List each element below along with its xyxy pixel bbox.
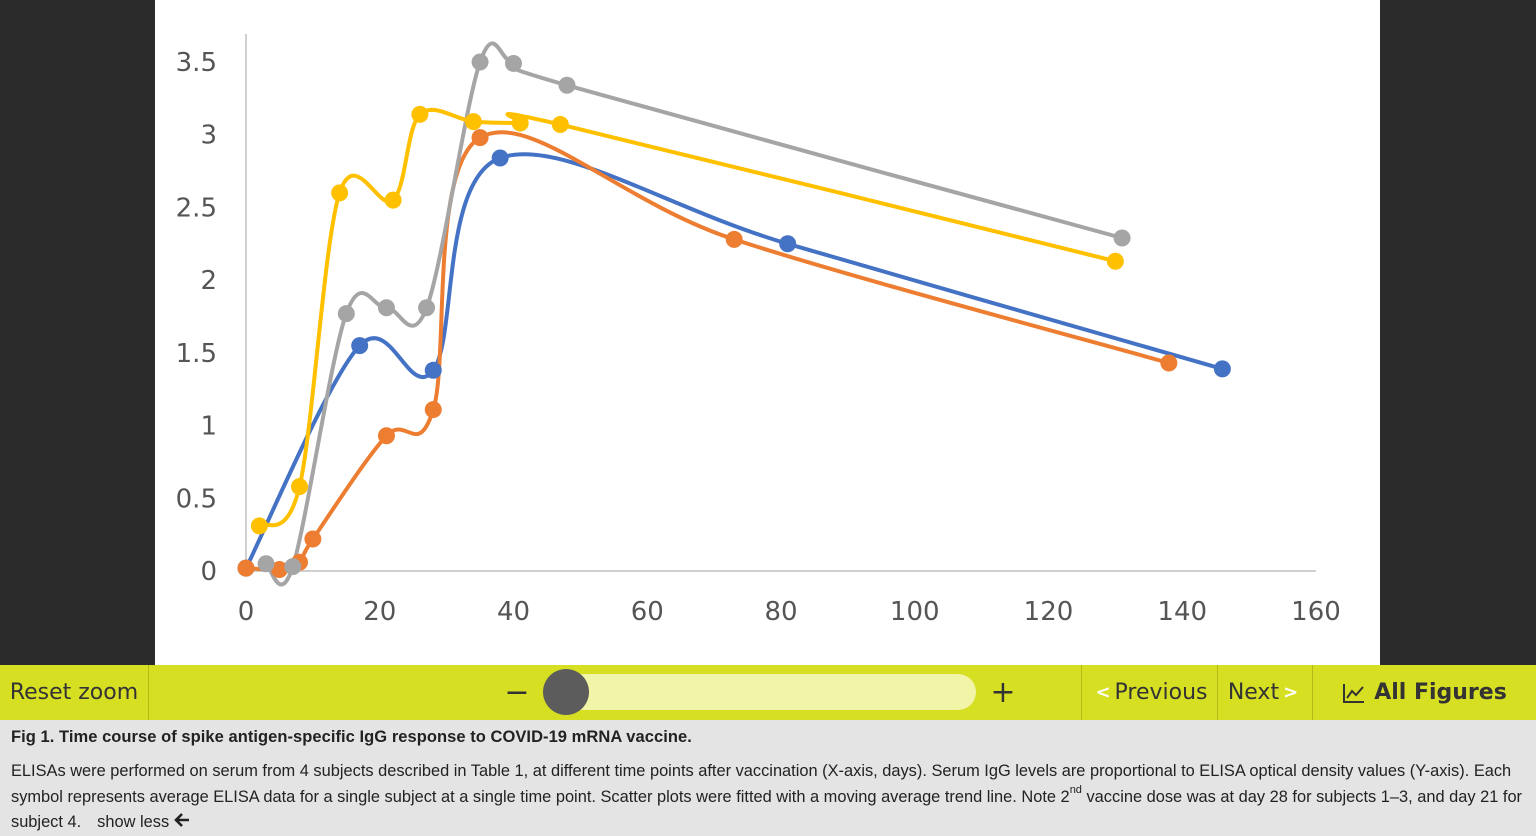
series-4-data-point xyxy=(384,191,402,209)
series-1-data-point xyxy=(351,337,369,355)
figure-panel: 0 20 40 60 80 100 120 140 160 0 0.5 1 1.5 2 2.5 3 3.5 xyxy=(155,0,1380,665)
x-tick-label: 40 xyxy=(497,597,530,627)
series-1-data-point xyxy=(424,361,442,379)
series-2-data-point xyxy=(270,561,288,579)
series-2-data-point xyxy=(725,230,743,248)
series-3-data-point xyxy=(471,53,489,71)
figure-viewer: 0 20 40 60 80 100 120 140 160 0 0.5 1 1.5 2 2.5 3 3.5 xyxy=(155,0,1380,665)
x-tick-label: 60 xyxy=(631,597,664,627)
series-2-data-point xyxy=(377,427,395,445)
caption-text: , at different time points after vaccina… xyxy=(11,762,1512,806)
zoom-slider-track[interactable] xyxy=(548,674,976,710)
series-4-data-point xyxy=(411,105,429,123)
series-4-data-point xyxy=(331,184,349,202)
series-2-data-point xyxy=(424,401,442,419)
series-2-data-point xyxy=(237,559,255,577)
series-4-trend-line xyxy=(257,107,1118,528)
series-4-data-point xyxy=(1106,252,1124,270)
show-less-link[interactable]: show less xyxy=(97,813,190,831)
x-tick-label: 160 xyxy=(1291,597,1341,627)
series-3-data-point xyxy=(505,54,522,72)
caption-body: ELISAs were performed on serum from 4 su… xyxy=(11,759,1526,836)
ig-g-time-course-chart: 0 20 40 60 80 100 120 140 160 0 0.5 1 1.5 2 2.5 3 3.5 xyxy=(176,34,1341,627)
y-tick-label: 2.5 xyxy=(176,193,217,223)
divider xyxy=(148,665,149,720)
series-3-trend-line xyxy=(264,41,1125,587)
x-tick-label: 100 xyxy=(890,597,940,627)
caption-superscript: nd xyxy=(1069,783,1082,796)
arrow-left-icon xyxy=(173,813,189,827)
series-1-data-point xyxy=(779,235,797,253)
x-tick-label: 20 xyxy=(363,597,396,627)
all-figures-label: All Figures xyxy=(1374,680,1507,705)
series-3-data-point xyxy=(284,558,302,576)
series-1-data-point xyxy=(1213,360,1231,378)
caption-text: vaccine dose was at day 28 for subjects … xyxy=(11,787,1523,832)
x-tick-label: 80 xyxy=(764,597,797,627)
next-label: Next xyxy=(1227,680,1280,705)
series-1-trend-line xyxy=(244,152,1225,571)
caption-text: ELISAs were performed on serum from 4 su… xyxy=(11,762,471,780)
y-tick-label: 1.5 xyxy=(176,339,217,369)
chevron-right-icon: > xyxy=(1283,682,1299,703)
series-2-data-point xyxy=(304,530,322,548)
next-figure-button[interactable]: Next > xyxy=(1218,665,1312,720)
zoom-slider-handle[interactable] xyxy=(543,669,589,715)
series-4-data-point xyxy=(464,113,482,131)
show-less-label: show less xyxy=(97,813,170,831)
series-2-data-point xyxy=(1160,354,1178,372)
y-tick-label: 2 xyxy=(200,266,217,296)
series-4-data-point xyxy=(250,517,268,535)
y-tick-label: 3 xyxy=(200,121,217,151)
y-tick-label: 3.5 xyxy=(176,48,217,78)
divider xyxy=(1081,665,1082,720)
zoom-in-button[interactable]: + xyxy=(990,675,1016,710)
previous-label: Previous xyxy=(1114,680,1208,705)
chevron-left-icon: < xyxy=(1095,682,1111,703)
series-2-data-point xyxy=(471,129,489,147)
series-3-data-point xyxy=(558,76,576,94)
figure-caption: Fig 1. Time course of spike antigen-spec… xyxy=(0,720,1536,836)
divider xyxy=(1217,665,1218,720)
series-4-data-point xyxy=(291,478,308,496)
y-tick-label: 0 xyxy=(200,557,217,587)
series-3-data-point xyxy=(257,555,275,573)
table-1-link[interactable]: Table 1 xyxy=(470,762,524,780)
x-tick-label: 140 xyxy=(1157,597,1207,627)
series-3-data-point xyxy=(1113,229,1131,247)
y-tick-label: 1 xyxy=(200,412,217,442)
x-tick-label: 0 xyxy=(238,597,255,627)
y-tick-label: 0.5 xyxy=(176,484,217,514)
series-4-data-point xyxy=(511,114,529,132)
previous-figure-button[interactable]: < Previous xyxy=(1082,665,1217,720)
series-3-data-point xyxy=(418,299,436,317)
line-chart-icon xyxy=(1343,683,1365,703)
x-tick-label: 120 xyxy=(1024,597,1074,627)
zoom-out-button[interactable]: − xyxy=(504,675,530,710)
series-3-data-point xyxy=(377,299,395,317)
caption-title: Fig 1. Time course of spike antigen-spec… xyxy=(11,728,692,746)
all-figures-button[interactable]: All Figures xyxy=(1313,665,1536,720)
divider xyxy=(1312,665,1313,720)
series-3-data-point xyxy=(337,305,355,323)
series-4-data-point xyxy=(551,116,569,134)
reset-zoom-button[interactable]: Reset zoom xyxy=(9,680,139,705)
series-1-data-point xyxy=(491,149,509,167)
